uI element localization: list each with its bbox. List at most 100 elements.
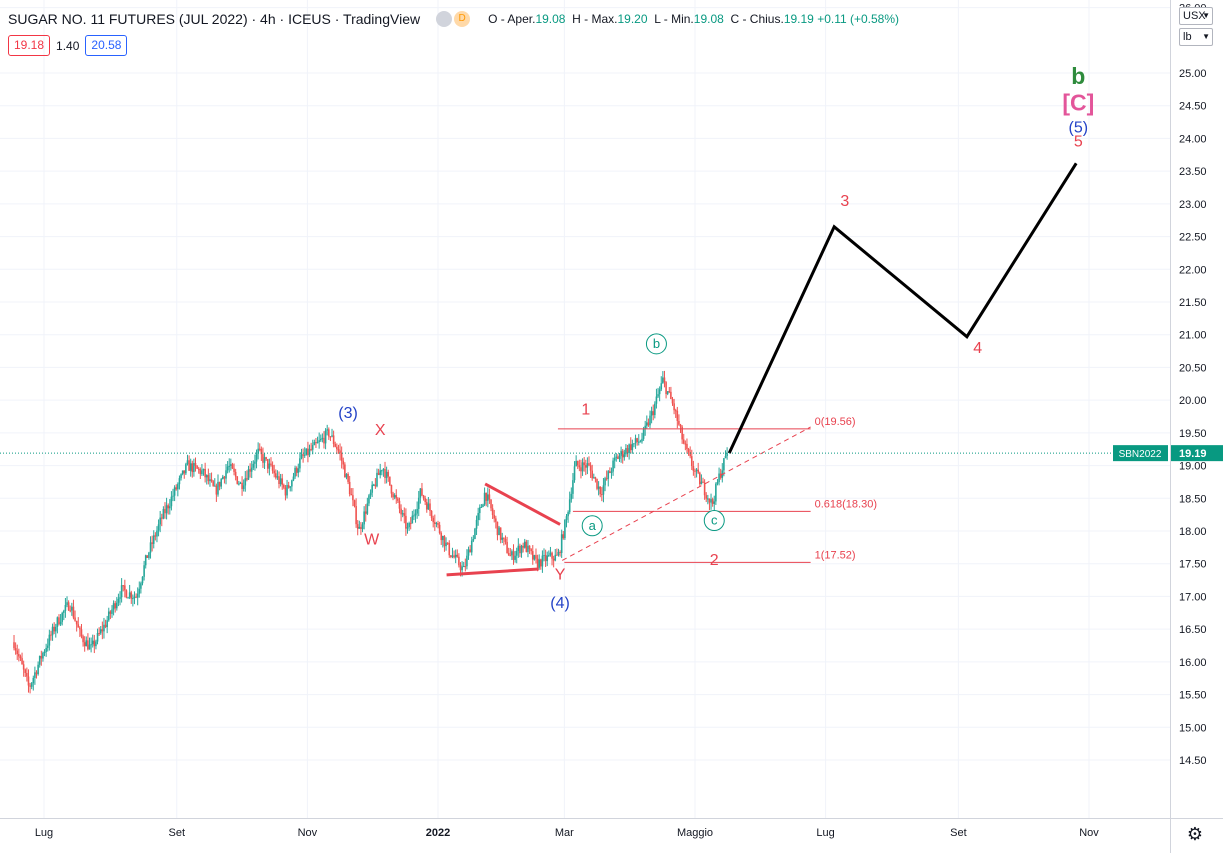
candle-body — [257, 448, 259, 454]
candle-body — [191, 463, 194, 473]
candle-body — [654, 403, 656, 416]
candle-body — [22, 664, 25, 670]
candle-body — [615, 456, 618, 458]
price-tick-label: 22.00 — [1179, 264, 1207, 276]
ohlc-close-label: C - Chius. — [730, 12, 784, 26]
candle-body — [254, 461, 256, 464]
candle-body — [605, 478, 608, 480]
candle-body — [255, 453, 258, 462]
candle-body — [570, 493, 573, 500]
candle-body — [103, 624, 105, 632]
candle-body — [699, 472, 701, 485]
candle-body — [382, 469, 385, 471]
candle-body — [356, 524, 359, 529]
candle-body — [90, 644, 92, 646]
candle-body — [446, 542, 449, 544]
candle-body — [188, 460, 190, 471]
candle-body — [421, 488, 423, 496]
candle-body — [682, 439, 685, 444]
candle-body — [453, 555, 455, 558]
candle-body — [234, 471, 237, 477]
candle-body — [344, 464, 346, 478]
candle-body — [477, 513, 479, 520]
sell-price-button[interactable]: 19.18 — [8, 35, 51, 56]
price-tick-label: 17.50 — [1179, 559, 1207, 571]
candle-body — [437, 523, 439, 525]
wave-label: 4 — [973, 340, 982, 357]
candle-body — [644, 425, 646, 429]
candle-body — [305, 448, 308, 455]
candle-body — [503, 537, 505, 539]
currency-select[interactable]: USX ▼ — [1179, 7, 1213, 25]
candle-body — [628, 444, 630, 454]
candle-body — [488, 494, 491, 500]
candles — [13, 370, 728, 694]
candle-body — [629, 444, 632, 451]
candle-body — [69, 610, 72, 612]
candle-body — [24, 669, 27, 673]
candle-body — [694, 470, 696, 472]
market-status-badge[interactable]: D — [454, 11, 471, 27]
candle-body — [136, 593, 139, 598]
candle-body — [445, 542, 447, 547]
candle-body — [345, 473, 348, 478]
candle-body — [589, 465, 592, 471]
candle-body — [390, 485, 393, 494]
wave-circle-label: a — [589, 518, 597, 533]
candle-body — [45, 647, 47, 653]
candle-body — [238, 483, 240, 485]
time-tick-label: Lug — [816, 827, 834, 839]
candle-body — [609, 471, 611, 473]
price-tick-label: 24.50 — [1179, 101, 1207, 113]
candle-body — [562, 534, 565, 539]
candle-body — [51, 626, 54, 636]
price-tick-label: 25.00 — [1179, 68, 1207, 80]
candle-body — [376, 472, 378, 487]
gear-icon[interactable]: ⚙ — [1186, 824, 1204, 844]
candle-body — [247, 469, 250, 480]
fib-level-label: 0.618(18.30) — [815, 498, 877, 510]
price-tick-label: 17.00 — [1179, 591, 1207, 603]
candle-body — [377, 472, 380, 475]
candle-body — [144, 555, 147, 566]
candle-body — [303, 454, 306, 456]
candle-body — [114, 603, 117, 609]
candle-body — [58, 617, 60, 625]
symbol-title: SUGAR NO. 11 FUTURES (JUL 2022) · 4h · I… — [8, 11, 421, 27]
candle-body — [133, 596, 136, 599]
candle-body — [454, 554, 457, 558]
candle-body — [515, 550, 518, 556]
buy-price-button[interactable]: 20.58 — [85, 35, 128, 56]
candle-body — [140, 583, 142, 589]
candle-body — [340, 453, 343, 461]
candle-body — [588, 463, 590, 466]
candle-body — [405, 515, 407, 529]
candle-body — [379, 470, 381, 475]
candle-body — [678, 420, 680, 425]
candle-body — [650, 411, 653, 416]
price-tick-label: 24.00 — [1179, 133, 1207, 145]
candle-body — [318, 440, 320, 443]
candle-body — [80, 629, 83, 637]
candle-body — [27, 676, 30, 686]
candle-body — [170, 496, 173, 507]
candle-body — [522, 545, 524, 548]
candle-body — [244, 478, 247, 486]
candle-body — [586, 463, 589, 468]
candle-body — [77, 624, 80, 628]
candle-body — [557, 551, 560, 556]
wave-label: X — [375, 422, 386, 439]
candle-body — [321, 437, 324, 439]
candle-body — [178, 478, 181, 485]
candle-body — [602, 485, 605, 495]
candle-body — [315, 442, 317, 444]
unit-select[interactable]: lb ▼ — [1179, 28, 1213, 46]
candle-body — [525, 541, 528, 553]
price-tick-label: 14.50 — [1179, 755, 1207, 767]
candle-body — [684, 443, 687, 445]
candle-body — [125, 590, 128, 598]
candle-body — [456, 554, 459, 557]
candle-body — [212, 481, 214, 486]
candle-body — [458, 556, 460, 566]
